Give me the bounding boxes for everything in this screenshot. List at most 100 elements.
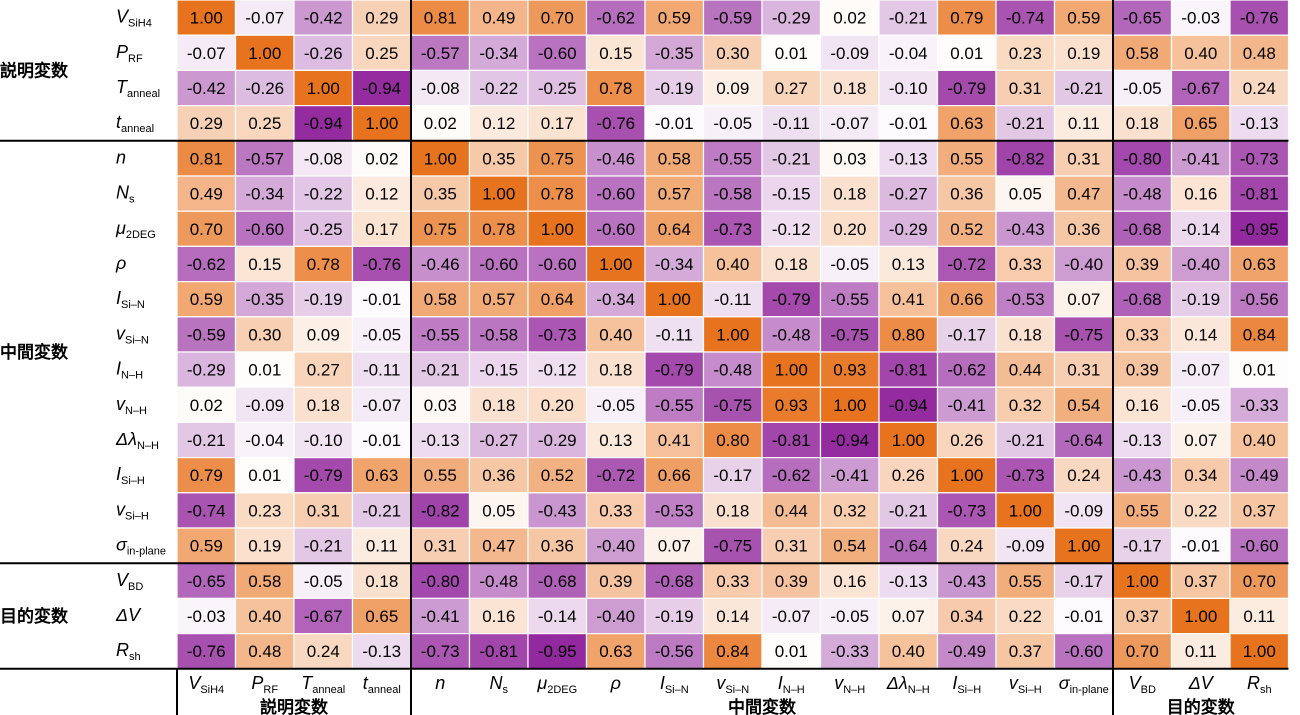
cell-value-label: 0.40 xyxy=(599,325,632,344)
cell-value-label: 1.00 xyxy=(775,361,808,380)
cell-value-label: -0.53 xyxy=(655,501,694,520)
heatmap-cell xyxy=(293,104,354,142)
cell-value-label: 0.39 xyxy=(1126,361,1159,380)
row-group-label: 説明変数 xyxy=(0,60,69,80)
heatmap-cell xyxy=(1229,69,1290,107)
heatmap-cell xyxy=(644,421,705,459)
heatmap-cell xyxy=(761,140,822,177)
heatmap-cell xyxy=(819,492,880,529)
cell-value-label: -0.41 xyxy=(947,396,986,415)
cell-value-label: 0.84 xyxy=(1243,325,1276,344)
cell-value-label: -0.73 xyxy=(538,325,577,344)
cell-value-label: 0.31 xyxy=(1067,361,1100,380)
heatmap-cell xyxy=(410,0,471,36)
heatmap-cell xyxy=(585,386,646,424)
cell-value-label: -0.73 xyxy=(421,642,460,661)
cell-value-label: 0.14 xyxy=(716,607,749,626)
heatmap-cell xyxy=(936,104,997,142)
heatmap-cell xyxy=(1112,69,1173,107)
cell-value-label: 0.36 xyxy=(1067,220,1100,239)
heatmap-cell xyxy=(527,457,588,494)
cell-value-label: -0.22 xyxy=(304,185,343,204)
cell-value-label: 0.75 xyxy=(424,220,457,239)
cell-value-label: 0.09 xyxy=(716,79,749,98)
cell-value-label: -0.94 xyxy=(362,79,401,98)
cell-value-label: 0.01 xyxy=(248,361,281,380)
cell-value-label: 0.48 xyxy=(248,642,281,661)
heatmap-cell xyxy=(1112,457,1173,494)
cell-value-label: 0.70 xyxy=(1243,572,1276,591)
cell-value-label: -0.11 xyxy=(714,290,752,309)
heatmap-cell xyxy=(1229,0,1290,36)
heatmap-cell xyxy=(585,140,646,177)
cell-value-label: -0.79 xyxy=(655,361,694,380)
heatmap-cell xyxy=(527,245,588,283)
heatmap-cell xyxy=(761,386,822,424)
heatmap-cell xyxy=(234,632,295,670)
cell-value-label: 0.36 xyxy=(482,466,515,485)
cell-value-label: -0.79 xyxy=(304,466,343,485)
cell-value-label: -0.57 xyxy=(245,149,284,168)
row-label: Ns xyxy=(116,183,135,206)
column-label: σin-plane xyxy=(1059,673,1109,696)
cell-value-label: -0.13 xyxy=(889,149,928,168)
heatmap-cell xyxy=(878,316,939,353)
cell-value-label: 0.01 xyxy=(1243,361,1276,380)
cell-value-label: -0.19 xyxy=(655,79,694,98)
heatmap-cell xyxy=(234,69,295,107)
cell-value-label: -0.95 xyxy=(538,642,577,661)
cell-value-label: -0.07 xyxy=(1181,361,1220,380)
cell-value-label: 0.16 xyxy=(482,607,515,626)
cell-value-label: -0.68 xyxy=(1123,290,1162,309)
cell-value-label: 1.00 xyxy=(424,149,457,168)
cell-value-label: 0.02 xyxy=(424,114,457,133)
cell-value-label: -0.55 xyxy=(713,149,752,168)
cell-value-label: 0.24 xyxy=(950,537,983,556)
cell-value-label: 0.47 xyxy=(482,537,515,556)
cell-value-label: 0.12 xyxy=(365,185,398,204)
cell-value-label: 0.07 xyxy=(658,537,691,556)
cell-value-label: 0.78 xyxy=(482,220,515,239)
row-label: ΔλN–H xyxy=(115,429,159,452)
cell-value-label: -0.73 xyxy=(713,220,752,239)
cell-value-label: -0.95 xyxy=(1240,220,1279,239)
heatmap-cell xyxy=(234,316,295,353)
heatmap-cell xyxy=(468,562,529,600)
cell-value-label: -0.43 xyxy=(947,572,986,591)
cell-value-label: -0.75 xyxy=(713,396,752,415)
cell-value-label: -0.76 xyxy=(362,255,401,274)
cell-value-label: -0.49 xyxy=(947,642,986,661)
cell-value-label: 0.27 xyxy=(775,79,808,98)
column-label: IN–H xyxy=(778,673,805,696)
heatmap-cell xyxy=(585,457,646,494)
cell-value-label: -0.13 xyxy=(1240,114,1279,133)
cell-value-label: -0.73 xyxy=(1240,149,1279,168)
heatmap-cell xyxy=(819,34,880,72)
cell-value-label: -0.29 xyxy=(187,361,226,380)
heatmap-cell xyxy=(234,597,295,635)
heatmap-cell xyxy=(176,104,237,142)
cell-value-label: 0.25 xyxy=(248,114,281,133)
heatmap-cell xyxy=(878,386,939,424)
heatmap-cell xyxy=(176,316,237,353)
row-label: n xyxy=(116,147,126,167)
cell-value-label: -0.34 xyxy=(479,44,518,63)
cell-value-label: 0.40 xyxy=(248,607,281,626)
heatmap-cell xyxy=(761,632,822,670)
heatmap-cell xyxy=(702,351,763,388)
cell-value-label: -0.12 xyxy=(772,220,811,239)
column-label: ΔV xyxy=(1188,673,1215,693)
cell-value-label: -0.03 xyxy=(1181,9,1220,28)
heatmap-cell xyxy=(761,281,822,318)
cell-value-label: -0.80 xyxy=(421,572,460,591)
cell-value-label: 0.37 xyxy=(1184,572,1217,591)
heatmap-cell xyxy=(702,562,763,600)
cell-value-label: 1.00 xyxy=(541,220,574,239)
cell-value-label: -0.26 xyxy=(245,79,284,98)
cell-value-label: -0.29 xyxy=(889,220,928,239)
heatmap-cell xyxy=(410,69,471,107)
cell-value-label: 0.63 xyxy=(599,642,632,661)
cell-value-label: -0.62 xyxy=(596,9,635,28)
cell-value-label: 0.81 xyxy=(190,149,223,168)
